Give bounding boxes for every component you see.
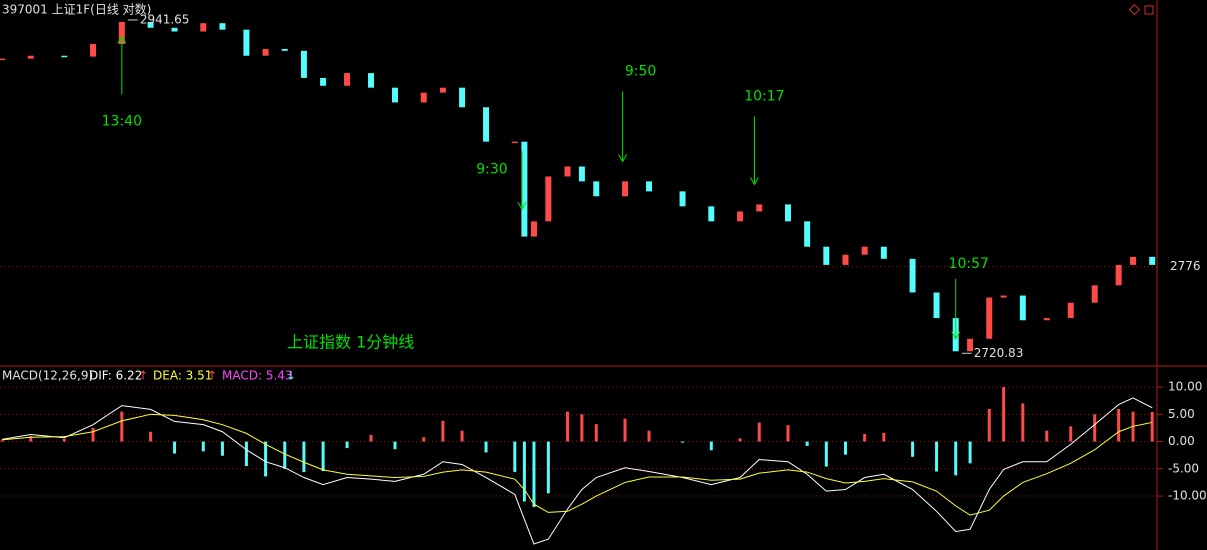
arrow-head <box>951 331 961 340</box>
annotation-label: 10:57 <box>949 256 989 272</box>
candle <box>219 23 226 30</box>
candle <box>933 292 940 319</box>
caption: 上证指数 1分钟线 <box>287 333 414 352</box>
y-tick-label: 2776 <box>1170 259 1201 273</box>
candle <box>804 221 811 247</box>
y-tick-label: -5.00 <box>1168 461 1199 475</box>
candle <box>593 181 600 197</box>
candle <box>521 141 528 237</box>
candle <box>645 181 652 192</box>
candle <box>823 246 830 265</box>
candle <box>300 50 307 78</box>
candle <box>622 181 629 197</box>
candle <box>967 338 974 352</box>
candle <box>530 221 537 237</box>
icon-restore[interactable] <box>1144 5 1154 15</box>
indicator-label: MACD(12,26,9) <box>2 369 93 383</box>
arrow-head <box>749 177 759 186</box>
candle <box>420 92 427 103</box>
icon-diamond[interactable] <box>1128 3 1141 16</box>
candle <box>708 206 715 222</box>
arrow-head <box>517 202 527 211</box>
candle <box>368 73 375 88</box>
candle <box>545 176 552 222</box>
candle <box>861 246 868 255</box>
candle <box>842 254 849 265</box>
candle <box>27 55 34 59</box>
y-tick-label: 0.00 <box>1168 434 1195 448</box>
annotation-label: 13:40 <box>102 113 142 129</box>
arrow-head <box>618 154 628 163</box>
extreme-label: 2941.65 <box>140 12 190 26</box>
annotation-label: 9:50 <box>625 63 656 79</box>
macd-line <box>1 397 1153 545</box>
annotation-label: 9:30 <box>476 161 507 177</box>
candle <box>118 21 125 45</box>
candle <box>281 48 288 51</box>
y-tick-label: -10.00 <box>1168 489 1207 503</box>
candle <box>679 191 686 207</box>
candle <box>147 21 154 28</box>
arrow-head <box>117 35 127 44</box>
candle <box>262 48 269 56</box>
legend-arrow: ↑ <box>207 369 217 383</box>
candle <box>1130 256 1137 265</box>
candle <box>986 297 993 339</box>
legend-dif: DIF: 6.22 <box>89 369 142 383</box>
candle <box>320 77 327 86</box>
candle <box>391 87 398 103</box>
candle <box>439 87 446 93</box>
candle <box>171 27 178 32</box>
candle <box>200 23 207 32</box>
legend-macd: MACD: 5.43 <box>222 369 293 383</box>
candle <box>344 73 351 86</box>
candle <box>880 246 887 259</box>
y-tick-label: 10.00 <box>1168 380 1202 394</box>
candle <box>578 166 585 182</box>
candle <box>1019 295 1026 321</box>
candle <box>756 204 763 212</box>
candle <box>909 258 916 293</box>
candle <box>1000 295 1007 298</box>
legend-dea: DEA: 3.51 <box>153 369 212 383</box>
legend-arrow: ↓ <box>286 369 296 383</box>
candle <box>61 55 68 58</box>
candle <box>1067 302 1074 319</box>
candle <box>737 211 744 222</box>
candle <box>243 29 250 56</box>
candle <box>0 58 5 61</box>
annotation-label: 10:17 <box>744 88 784 104</box>
candle <box>784 204 791 222</box>
extreme-label: 2720.83 <box>974 346 1024 360</box>
candle <box>511 141 518 144</box>
candle <box>90 44 97 57</box>
legend-arrow: ↑ <box>138 369 148 383</box>
y-tick-label: 5.00 <box>1168 407 1195 421</box>
candle <box>1091 285 1098 303</box>
chart-title: 397001 上证1F(日线 对数) <box>2 2 151 17</box>
candle <box>1149 256 1156 265</box>
macd-line <box>1 413 1153 516</box>
candle <box>459 87 466 108</box>
candle <box>1043 318 1050 321</box>
candle <box>1115 264 1122 286</box>
candle <box>564 166 571 177</box>
candle <box>483 107 490 142</box>
